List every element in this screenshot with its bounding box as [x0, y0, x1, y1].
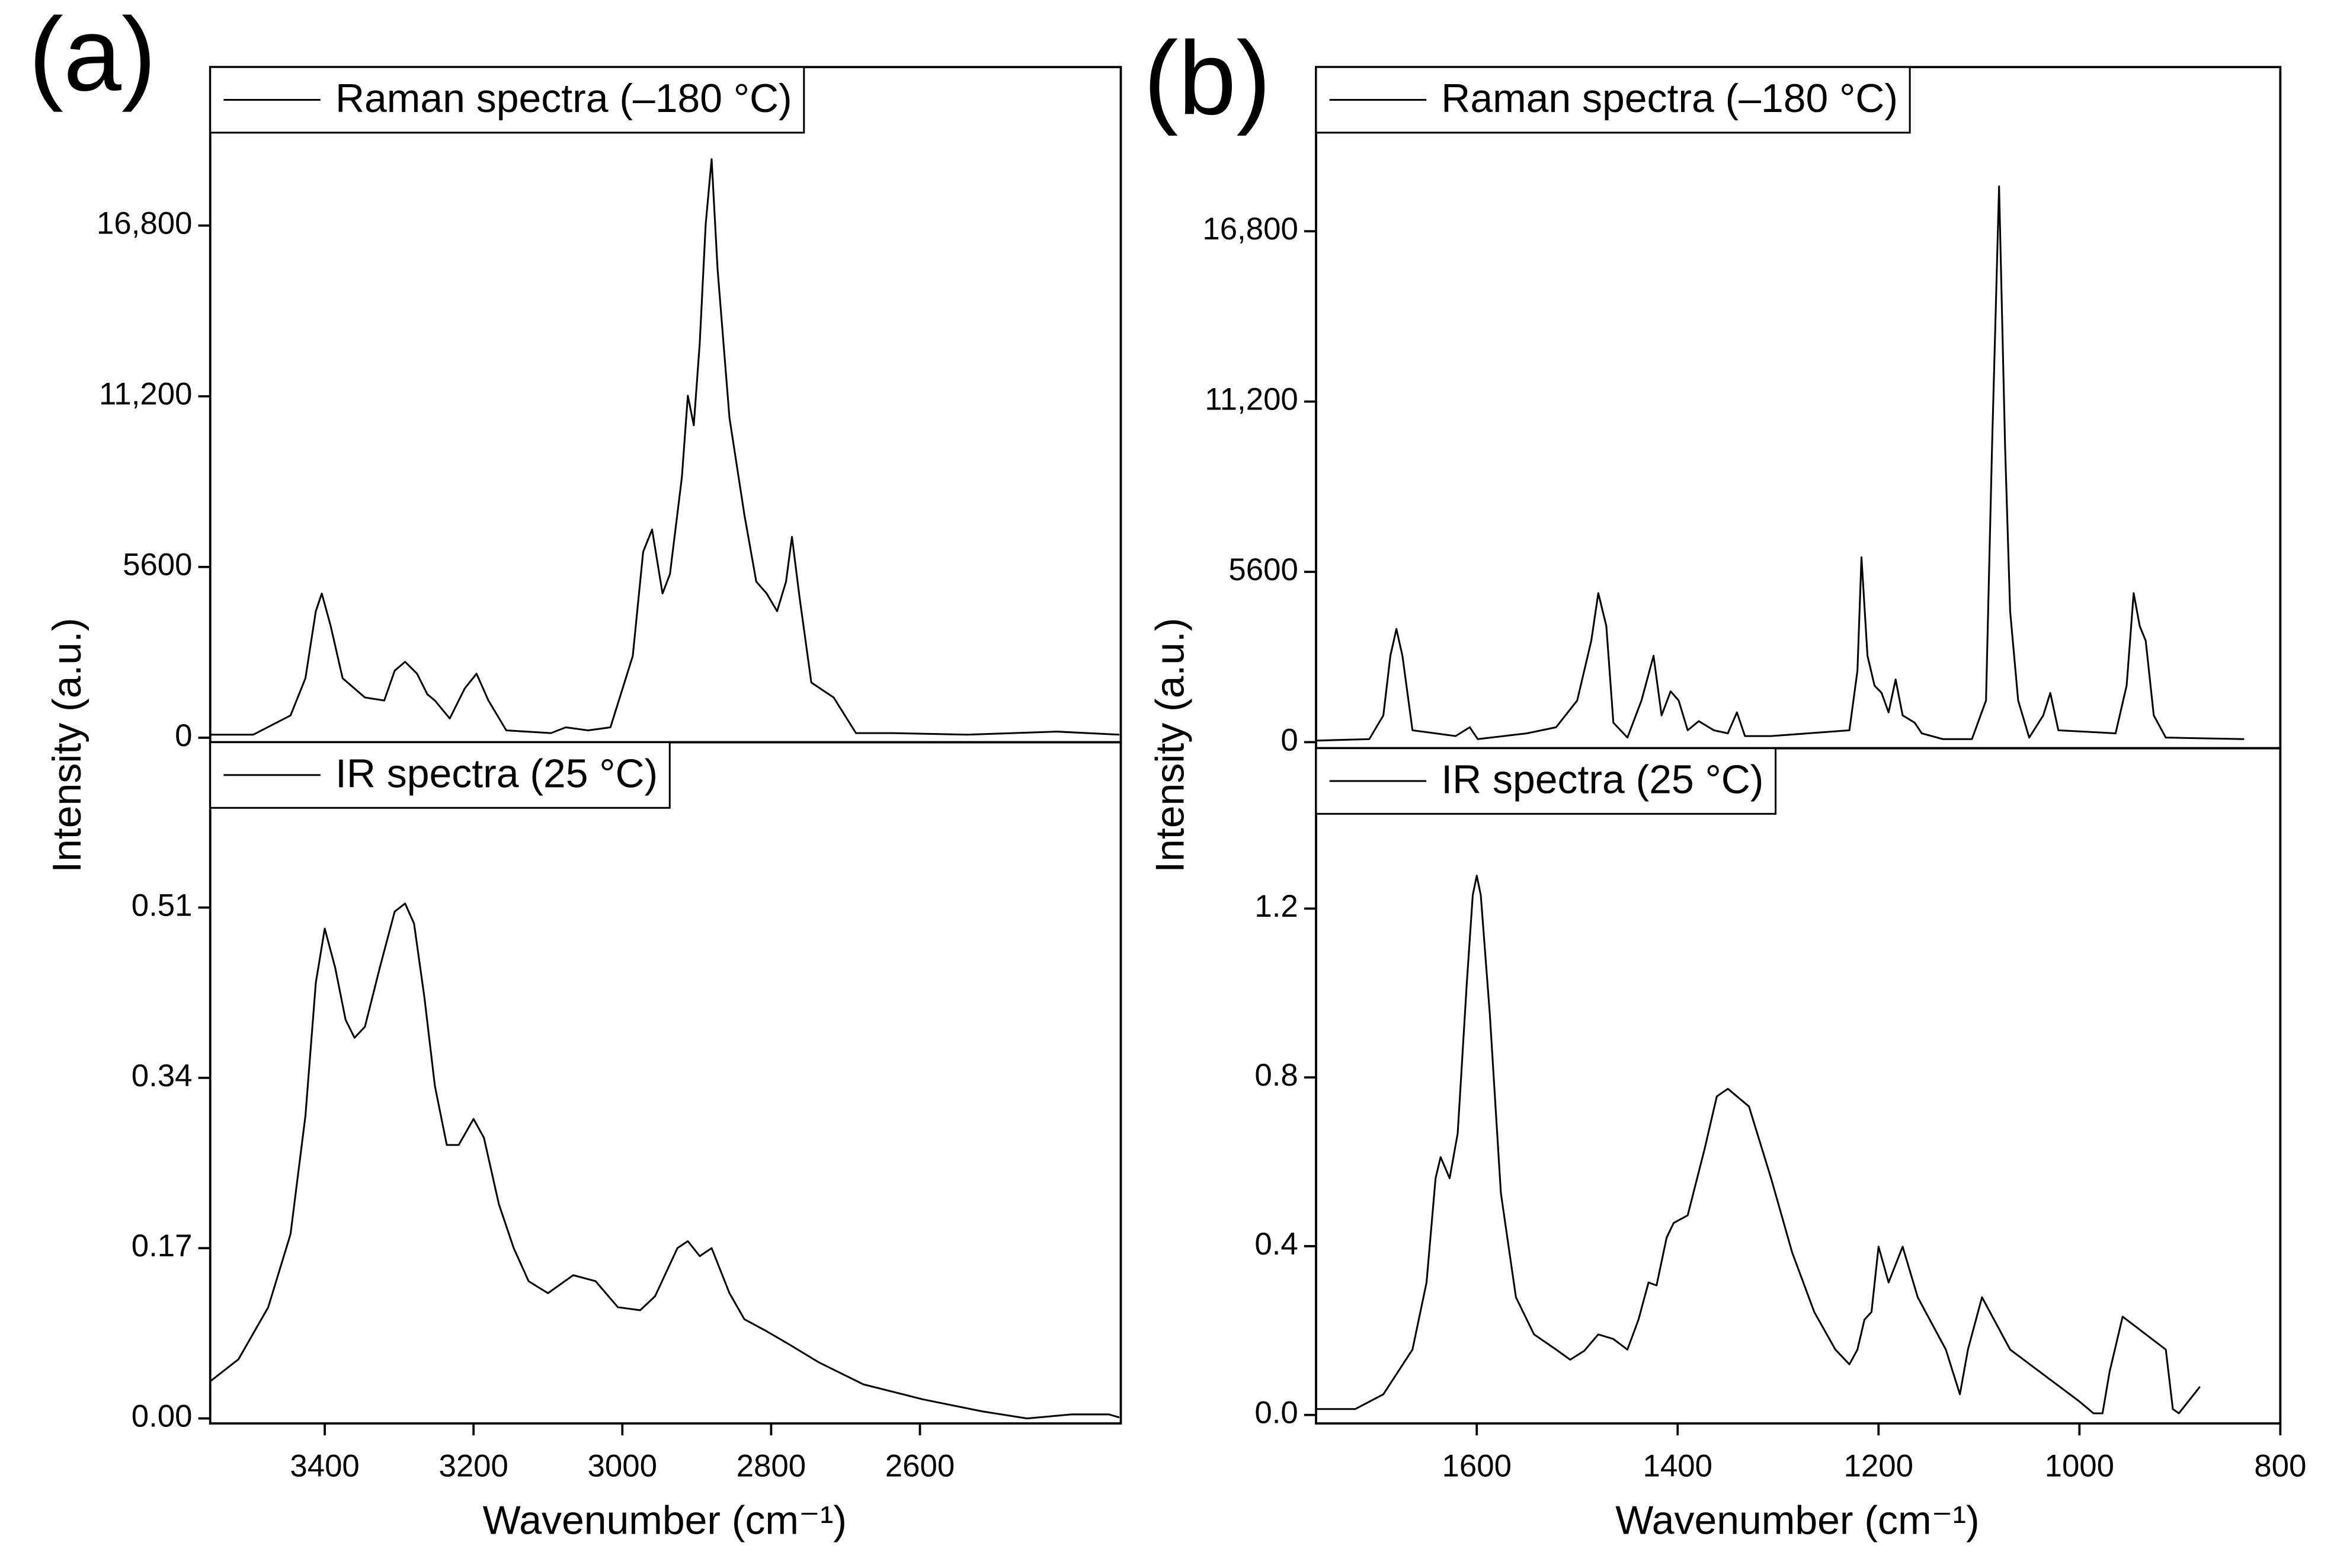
legend-label: Raman spectra (–180 °C)	[1441, 76, 1898, 121]
y-tick-label: 0.00	[132, 1399, 193, 1434]
y-tick-label: 11,200	[99, 377, 193, 412]
x-tick-label: 1400	[1643, 1448, 1712, 1483]
y-tick-label: 0.8	[1254, 1058, 1298, 1093]
x-tick-label: 2800	[737, 1448, 806, 1483]
spectrum-line	[210, 158, 1120, 736]
y-tick-label: 1.2	[1254, 889, 1298, 924]
y-tick-label: 16,800	[97, 206, 192, 241]
x-tick-label: 2600	[885, 1448, 955, 1483]
y-tick-label: 0.51	[132, 888, 193, 923]
x-tick-label: 3400	[290, 1448, 359, 1483]
x-tick-label: 3000	[588, 1448, 657, 1483]
plot-frame	[209, 741, 1122, 1425]
legend-label: Raman spectra (–180 °C)	[335, 76, 792, 121]
x-axis-label: Wavenumber (cm⁻¹)	[483, 1498, 847, 1543]
x-tick-label: 1000	[2045, 1448, 2114, 1483]
y-tick-label: 0.0	[1254, 1396, 1298, 1431]
y-tick-label: 16,800	[1202, 212, 1298, 247]
y-axis-label: Intensity (a.u.)	[45, 617, 89, 872]
spectrum-line	[210, 903, 1120, 1420]
y-tick-label: 11,200	[1205, 382, 1298, 417]
legend-label: IR spectra (25 °C)	[1441, 757, 1763, 802]
y-tick-label: 0	[175, 718, 192, 753]
y-tick-label: 5600	[123, 548, 192, 583]
y-tick-label: 5600	[1228, 552, 1298, 587]
x-tick-label: 1600	[1442, 1448, 1512, 1483]
y-tick-label: 0.17	[132, 1228, 193, 1263]
y-tick-label: 0.4	[1254, 1227, 1298, 1262]
spectrum-line	[1316, 875, 2201, 1415]
legend-label: IR spectra (25 °C)	[335, 751, 658, 796]
panel-label: (a)	[28, 0, 156, 113]
y-tick-label: 0.34	[132, 1058, 193, 1093]
y-axis-label: Intensity (a.u.)	[1148, 617, 1192, 872]
panel-label: (b)	[1144, 20, 1271, 136]
x-axis-label: Wavenumber (cm⁻¹)	[1615, 1498, 1979, 1543]
x-tick-label: 3200	[438, 1448, 508, 1483]
plot-frame	[1315, 747, 2282, 1425]
spectrum-line	[1316, 185, 2245, 742]
x-tick-label: 800	[2254, 1448, 2306, 1483]
plot-frame	[209, 66, 1122, 744]
y-tick-label: 0	[1280, 722, 1298, 757]
x-tick-label: 1200	[1844, 1448, 1913, 1483]
plot-frame	[1315, 66, 2282, 750]
